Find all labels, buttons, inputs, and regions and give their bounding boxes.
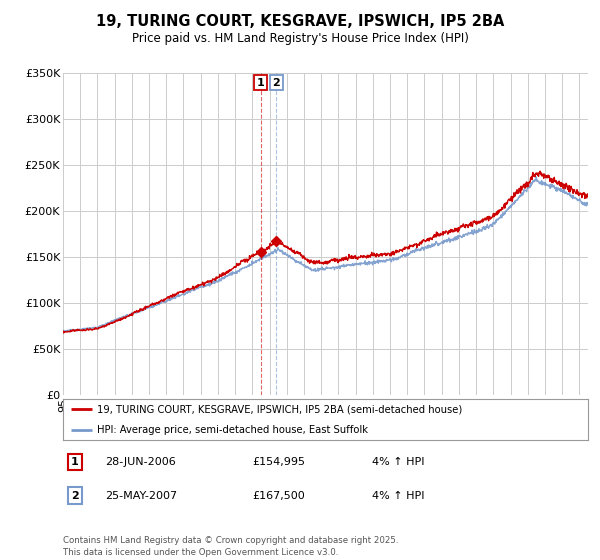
Text: 1: 1 <box>257 78 265 87</box>
Text: 4% ↑ HPI: 4% ↑ HPI <box>372 457 425 467</box>
Text: £167,500: £167,500 <box>252 491 305 501</box>
Text: Price paid vs. HM Land Registry's House Price Index (HPI): Price paid vs. HM Land Registry's House … <box>131 32 469 45</box>
Text: 19, TURING COURT, KESGRAVE, IPSWICH, IP5 2BA: 19, TURING COURT, KESGRAVE, IPSWICH, IP5… <box>96 14 504 29</box>
Text: 2: 2 <box>71 491 79 501</box>
Text: 1: 1 <box>71 457 79 467</box>
Text: 2: 2 <box>272 78 280 87</box>
Text: HPI: Average price, semi-detached house, East Suffolk: HPI: Average price, semi-detached house,… <box>97 424 368 435</box>
Text: 28-JUN-2006: 28-JUN-2006 <box>105 457 176 467</box>
Text: £154,995: £154,995 <box>252 457 305 467</box>
Text: Contains HM Land Registry data © Crown copyright and database right 2025.
This d: Contains HM Land Registry data © Crown c… <box>63 536 398 557</box>
Text: 19, TURING COURT, KESGRAVE, IPSWICH, IP5 2BA (semi-detached house): 19, TURING COURT, KESGRAVE, IPSWICH, IP5… <box>97 404 463 414</box>
Text: 25-MAY-2007: 25-MAY-2007 <box>105 491 177 501</box>
Text: 4% ↑ HPI: 4% ↑ HPI <box>372 491 425 501</box>
